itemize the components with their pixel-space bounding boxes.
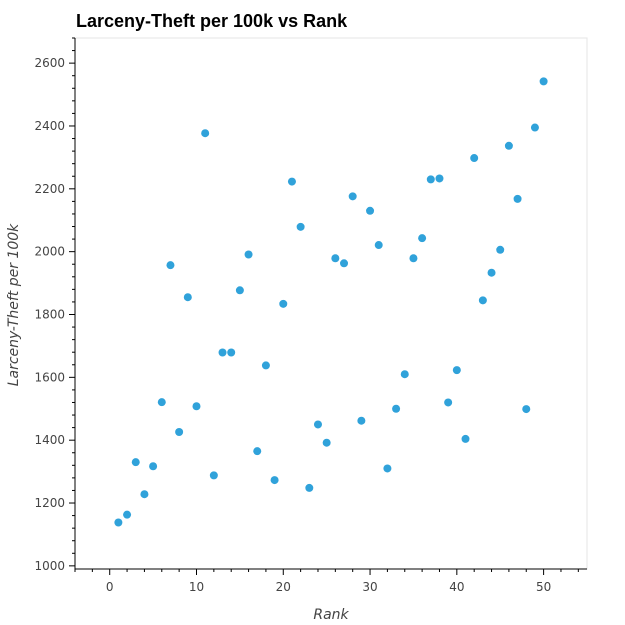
scatter-point (426, 175, 435, 184)
y-tick-label: 2200 (34, 182, 65, 196)
scatter-point (279, 299, 288, 308)
y-tick-label: 2400 (34, 119, 65, 133)
scatter-point (452, 366, 461, 375)
scatter-point (348, 192, 357, 201)
scatter-point (201, 129, 210, 138)
scatter-point (140, 490, 149, 499)
scatter-point (513, 194, 522, 203)
y-axis-label: Larceny-Theft per 100k (6, 223, 22, 386)
x-tick-label: 50 (536, 580, 551, 594)
x-axis: 0 10 20 30 40 50 (74, 568, 587, 594)
scatter-point (366, 206, 375, 215)
scatter-point (270, 476, 279, 485)
plot-frame (74, 37, 588, 570)
scatter-point (496, 245, 505, 254)
scatter-point (435, 174, 444, 183)
scatter-point (487, 268, 496, 277)
scatter-point (114, 518, 123, 527)
scatter-point (470, 154, 479, 163)
y-tick-label: 1000 (34, 559, 65, 573)
scatter-point (305, 483, 314, 492)
y-axis: 1000 1200 1400 1600 1800 2000 2200 2400 2600 (34, 37, 76, 573)
x-tick-label: 40 (449, 580, 464, 594)
scatter-point (444, 398, 453, 407)
y-tick-label: 2000 (34, 245, 65, 259)
y-tick-label: 2600 (34, 56, 65, 70)
scatter-point (287, 177, 296, 186)
scatter-point (149, 462, 158, 471)
x-tick-label: 10 (189, 580, 204, 594)
scatter-point (530, 123, 539, 132)
y-tick-label: 1600 (34, 370, 65, 384)
scatter-point (244, 250, 253, 259)
scatter-point (383, 464, 392, 473)
scatter-point (322, 438, 331, 447)
scatter-point (253, 447, 262, 456)
scatter-point (157, 398, 166, 407)
x-tick-label: 0 (106, 580, 114, 594)
scatter-point (235, 286, 244, 295)
x-axis-label: Rank (313, 607, 349, 623)
scatter-point (313, 420, 322, 429)
y-tick-label: 1400 (34, 433, 65, 447)
scatter-point (409, 254, 418, 263)
data-points (114, 77, 548, 527)
scatter-point (357, 416, 366, 425)
x-tick-label: 20 (276, 580, 291, 594)
scatter-point (418, 234, 427, 243)
scatter-point (209, 471, 218, 480)
scatter-point (374, 241, 383, 250)
scatter-point (539, 77, 548, 86)
scatter-point (296, 222, 305, 231)
scatter-point (331, 254, 340, 263)
chart-title: Larceny-Theft per 100k vs Rank (76, 11, 348, 31)
scatter-point (175, 428, 184, 437)
scatter-point (340, 259, 349, 268)
scatter-point (522, 405, 531, 414)
scatter-point (504, 141, 513, 150)
scatter-point (123, 510, 132, 519)
scatter-point (131, 458, 140, 467)
scatter-point (183, 293, 192, 302)
y-tick-label: 1800 (34, 307, 65, 321)
scatter-point (192, 402, 201, 411)
scatter-point (166, 261, 175, 270)
scatter-point (261, 361, 270, 370)
scatter-point (478, 296, 487, 305)
scatter-point (392, 404, 401, 413)
x-tick-label: 30 (362, 580, 377, 594)
y-tick-label: 1200 (34, 496, 65, 510)
scatter-point (400, 370, 409, 379)
scatter-point (218, 348, 227, 357)
scatter-point (227, 348, 236, 357)
scatter-point (461, 434, 470, 443)
